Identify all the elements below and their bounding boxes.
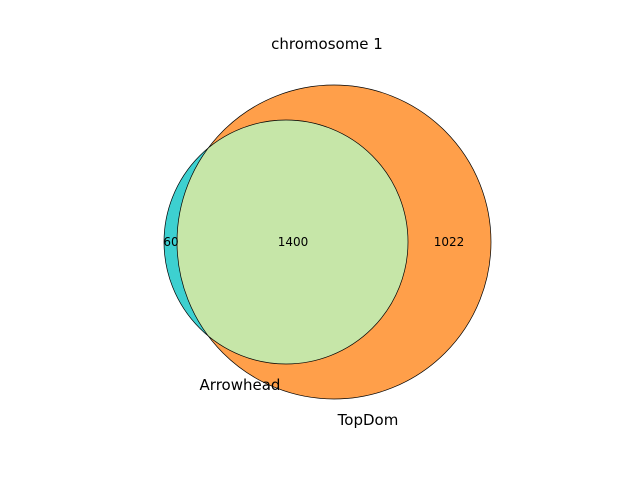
topdom-set-outline (176, 84, 492, 400)
intersection-count: 1400 (278, 235, 309, 249)
arrowhead-set-label: Arrowhead (200, 376, 281, 394)
intersection-region (177, 120, 408, 364)
arrowhead-only-count: 60 (163, 235, 178, 249)
arrowhead-set-outline (163, 119, 409, 365)
topdom-only-count: 1022 (434, 235, 465, 249)
topdom-set-label: TopDom (337, 411, 399, 429)
chart-title: chromosome 1 (271, 35, 383, 53)
